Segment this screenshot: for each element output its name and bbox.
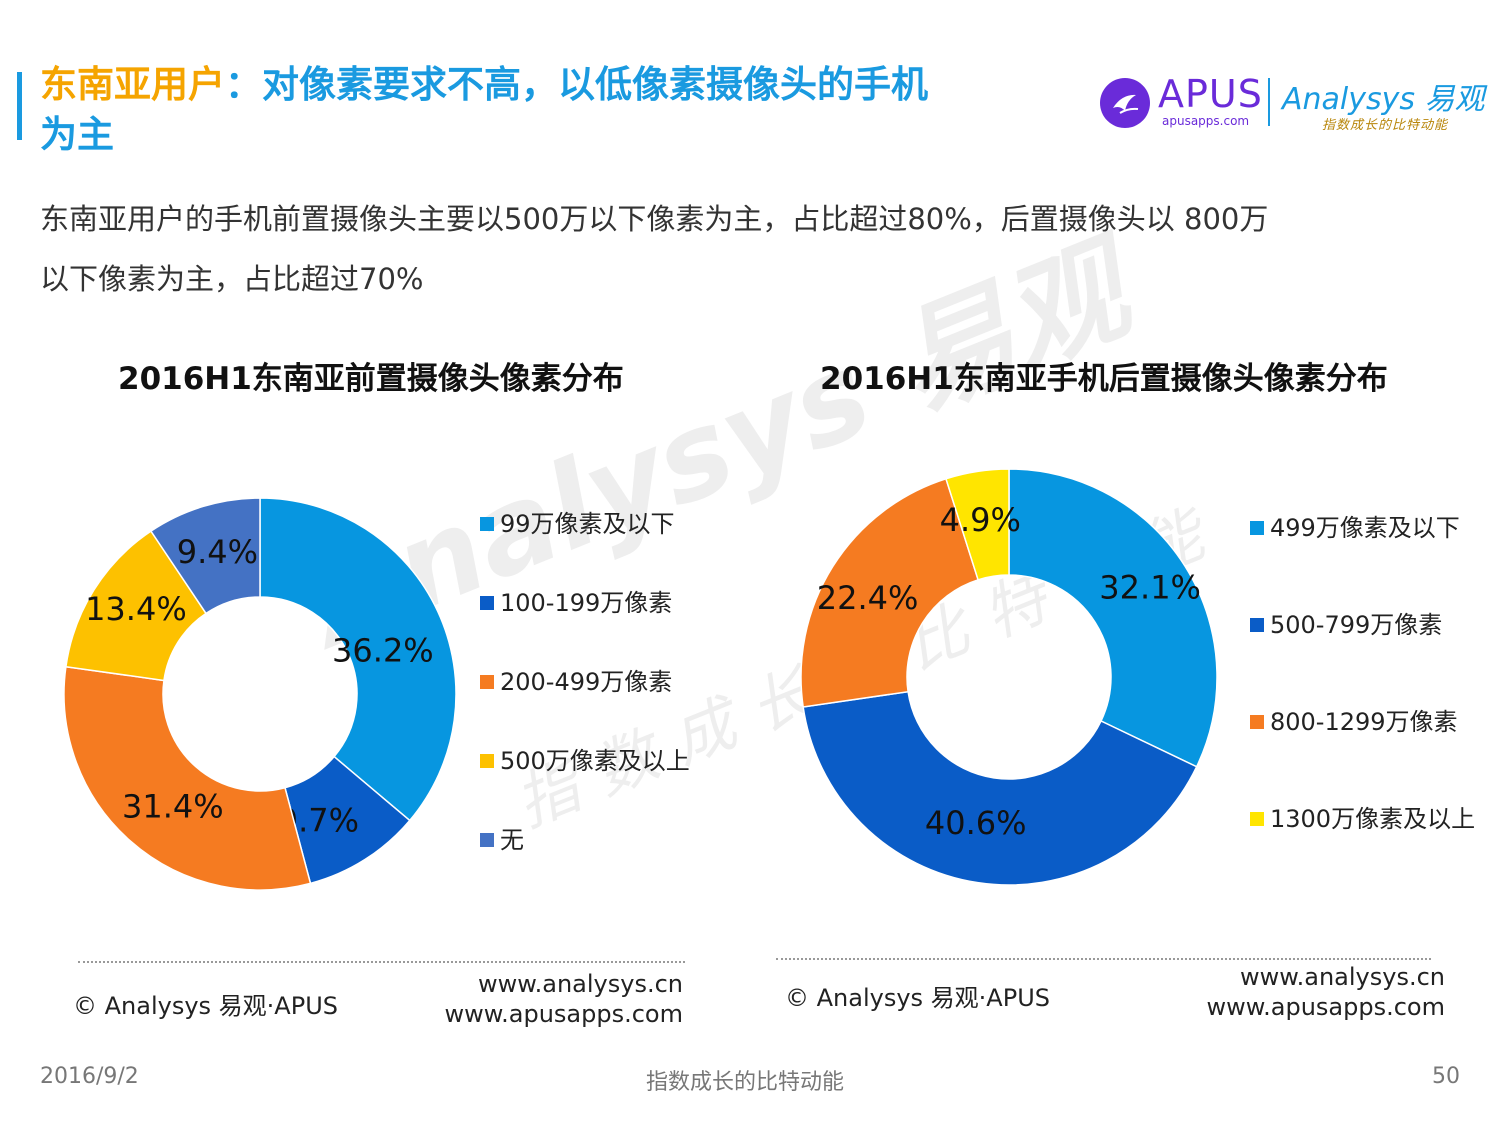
chart-1-label-1: 36.2%: [332, 631, 434, 669]
footer-left-copyright: © Analysys 易观·APUS: [73, 992, 338, 1020]
chart-1-legend-label-5: 无: [500, 826, 524, 854]
page-title-line-1: 东南亚用户：对像素要求不高，以低像素摄像头的手机: [40, 54, 928, 108]
apus-logo-text: APUS: [1158, 72, 1263, 116]
chart-1-legend-label-2: 100-199万像素: [500, 589, 673, 617]
chart-1-slice-5: [149, 497, 261, 615]
footer-right-copyright: © Analysys 易观·APUS: [785, 984, 1050, 1012]
chart-1-legend-swatch-1: [480, 517, 494, 531]
chart-2-slice-2: [802, 690, 1198, 886]
apus-logo-url: apusapps.com: [1162, 114, 1250, 128]
title-highlight: 东南亚用户: [40, 63, 225, 106]
chart-2-legend-item-4: 1300万像素及以上: [1250, 799, 1475, 834]
chart-1-legend-swatch-3: [480, 675, 494, 689]
chart-1-legend-label-3: 200-499万像素: [500, 668, 673, 696]
chart-1-legend-item-4: 500万像素及以上: [480, 741, 690, 776]
chart-2-legend-swatch-1: [1250, 521, 1264, 535]
chart-2-label-4: 4.9%: [940, 501, 1021, 539]
chart-2-label-3: 22.4%: [817, 579, 919, 617]
chart-2-label-1: 32.1%: [1099, 568, 1201, 606]
logo-divider: [1268, 78, 1270, 126]
chart-2-label-2: 40.6%: [925, 804, 1027, 842]
chart-1-label-5: 9.4%: [177, 533, 258, 571]
page-slogan: 指数成长的比特动能: [646, 1070, 845, 1095]
page-number: 50: [1432, 1064, 1460, 1089]
chart-2-title: 2016H1东南亚手机后置摄像头像素分布: [820, 361, 1388, 397]
footer-divider-left: [78, 961, 685, 963]
chart-2-donut: 32.1% 40.6% 22.4% 4.9%: [800, 468, 1218, 886]
chart-1-label-4: 13.4%: [85, 590, 187, 628]
chart-1-legend-swatch-2: [480, 596, 494, 610]
chart-1-title: 2016H1东南亚前置摄像头像素分布: [118, 361, 624, 397]
analysys-logo-text: Analysys 易观: [1282, 82, 1485, 117]
footer-left-url-2: www.apusapps.com: [444, 1000, 683, 1028]
chart-2-legend-item-3: 800-1299万像素: [1250, 702, 1458, 737]
chart-1-slice-4: [65, 530, 208, 682]
footer-divider-right: [776, 958, 1431, 960]
chart-1-legend-item-2: 100-199万像素: [480, 583, 672, 618]
description-line-2: 以下像素为主，占比超过70%: [40, 262, 424, 296]
chart-2-slice-1: [1008, 468, 1218, 768]
chart-2-legend-label-3: 800-1299万像素: [1270, 708, 1458, 736]
chart-1-slice-1: [259, 497, 457, 822]
chart-1-legend-item-1: 99万像素及以下: [480, 504, 675, 539]
chart-2-legend-swatch-3: [1250, 715, 1264, 729]
chart-1-label-3: 31.4%: [122, 788, 224, 826]
footer-left-url-1: www.analysys.cn: [477, 970, 683, 998]
chart-1-legend-label-1: 99万像素及以下: [500, 510, 675, 538]
footer-right-url-2: www.apusapps.com: [1206, 993, 1445, 1021]
chart-2-legend-label-1: 499万像素及以下: [1270, 514, 1460, 542]
chart-1-legend-swatch-5: [480, 833, 494, 847]
page-date: 2016/9/2: [40, 1064, 139, 1089]
apus-logo-icon: [1100, 78, 1150, 128]
chart-2-legend-label-2: 500-799万像素: [1270, 611, 1443, 639]
chart-1-legend-label-4: 500万像素及以上: [500, 747, 690, 775]
page-title-line-2: 为主: [40, 113, 114, 156]
chart-1-legend-swatch-4: [480, 754, 494, 768]
chart-2-legend-item-1: 499万像素及以下: [1250, 508, 1460, 543]
title-rest: ：对像素要求不高，以低像素摄像头的手机: [225, 63, 928, 106]
description-line-1: 东南亚用户的手机前置摄像头主要以500万以下像素为主，占比超过80%，后置摄像头…: [40, 202, 1269, 236]
brand-logos: APUS apusapps.com Analysys 易观 指数成长的比特动能: [1100, 72, 1485, 133]
chart-1-legend-item-5: 无: [480, 820, 524, 855]
chart-2-legend-label-4: 1300万像素及以上: [1270, 805, 1476, 833]
chart-2-slice-4: [945, 468, 1010, 581]
title-accent-bar: [17, 72, 22, 140]
chart-1-legend-item-3: 200-499万像素: [480, 662, 672, 697]
chart-1-slice-3: [63, 665, 312, 891]
chart-2-legend-swatch-2: [1250, 618, 1264, 632]
chart-2-legend-swatch-4: [1250, 812, 1264, 826]
analysys-logo-slogan: 指数成长的比特动能: [1322, 118, 1449, 133]
footer-right-url-1: www.analysys.cn: [1239, 963, 1445, 991]
chart-2-slice-3: [800, 477, 980, 708]
chart-2-legend-item-2: 500-799万像素: [1250, 605, 1442, 640]
chart-1-donut: 36.2%9.7%31.4%13.4%9.4%: [63, 497, 457, 891]
